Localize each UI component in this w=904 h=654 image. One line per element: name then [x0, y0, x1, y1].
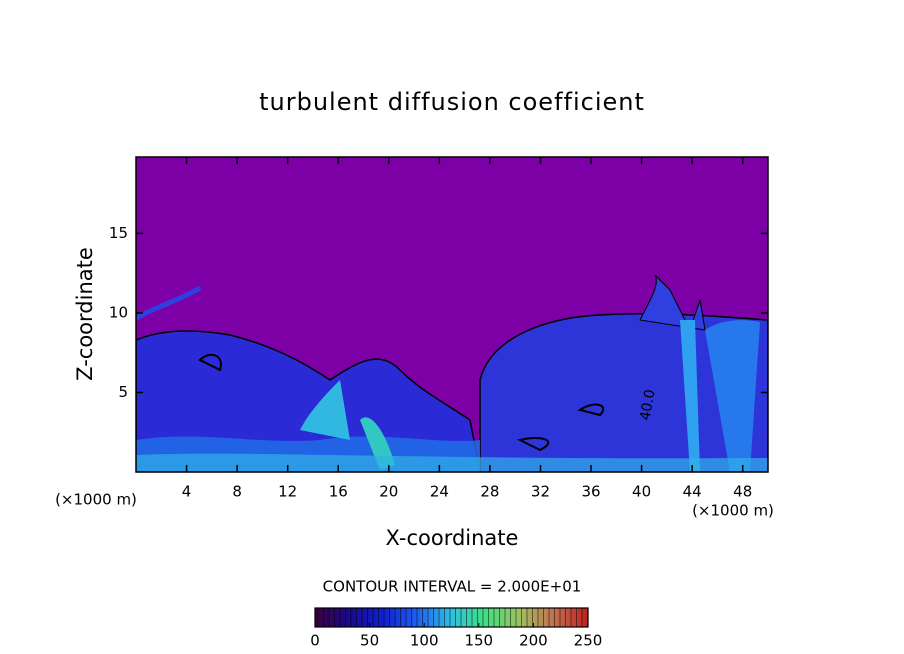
- x-tick-label: 48: [733, 483, 752, 501]
- x-tick-label: 40: [632, 483, 651, 501]
- field: [136, 157, 768, 472]
- colorbar-tick-label: 0: [310, 632, 320, 650]
- colorbar-frame: [314, 607, 589, 628]
- contour-interval: CONTOUR INTERVAL = 2.000E+01: [323, 578, 582, 596]
- x-axis-label: X-coordinate: [386, 526, 519, 550]
- colorbar-tick-label: 200: [519, 632, 548, 650]
- y-tick-label: 10: [109, 303, 128, 321]
- x-tick-label: 36: [581, 483, 600, 501]
- x-tick-label: 16: [329, 483, 348, 501]
- colorbar-tick-label: 250: [574, 632, 603, 650]
- y-axis-label: Z-coordinate: [73, 247, 97, 381]
- x-tick-label: 12: [278, 483, 297, 501]
- chart-title: turbulent diffusion coefficient: [259, 88, 645, 116]
- y-tick-label: 15: [109, 224, 128, 242]
- x-tick-label: 44: [683, 483, 702, 501]
- x-unit: (×1000 m): [55, 491, 137, 509]
- x-unit: (×1000 m): [692, 502, 774, 520]
- colorbar-tick-label: 100: [410, 632, 439, 650]
- x-tick-label: 24: [430, 483, 449, 501]
- colorbar-tick-label: 50: [360, 632, 379, 650]
- x-tick-label: 4: [182, 483, 192, 501]
- plot-frame: [135, 156, 769, 473]
- x-tick-label: 20: [379, 483, 398, 501]
- y-tick-label: 5: [118, 383, 128, 401]
- contour-label: 40.0: [637, 388, 658, 421]
- colorbar: 0 50 100 150 200 250: [310, 607, 603, 650]
- colorbar-tick-label: 150: [464, 632, 493, 650]
- x-tick-label: 8: [232, 483, 242, 501]
- colorbar-fill: [315, 608, 588, 627]
- x-tick-label: 28: [480, 483, 499, 501]
- x-tick-label: 32: [531, 483, 550, 501]
